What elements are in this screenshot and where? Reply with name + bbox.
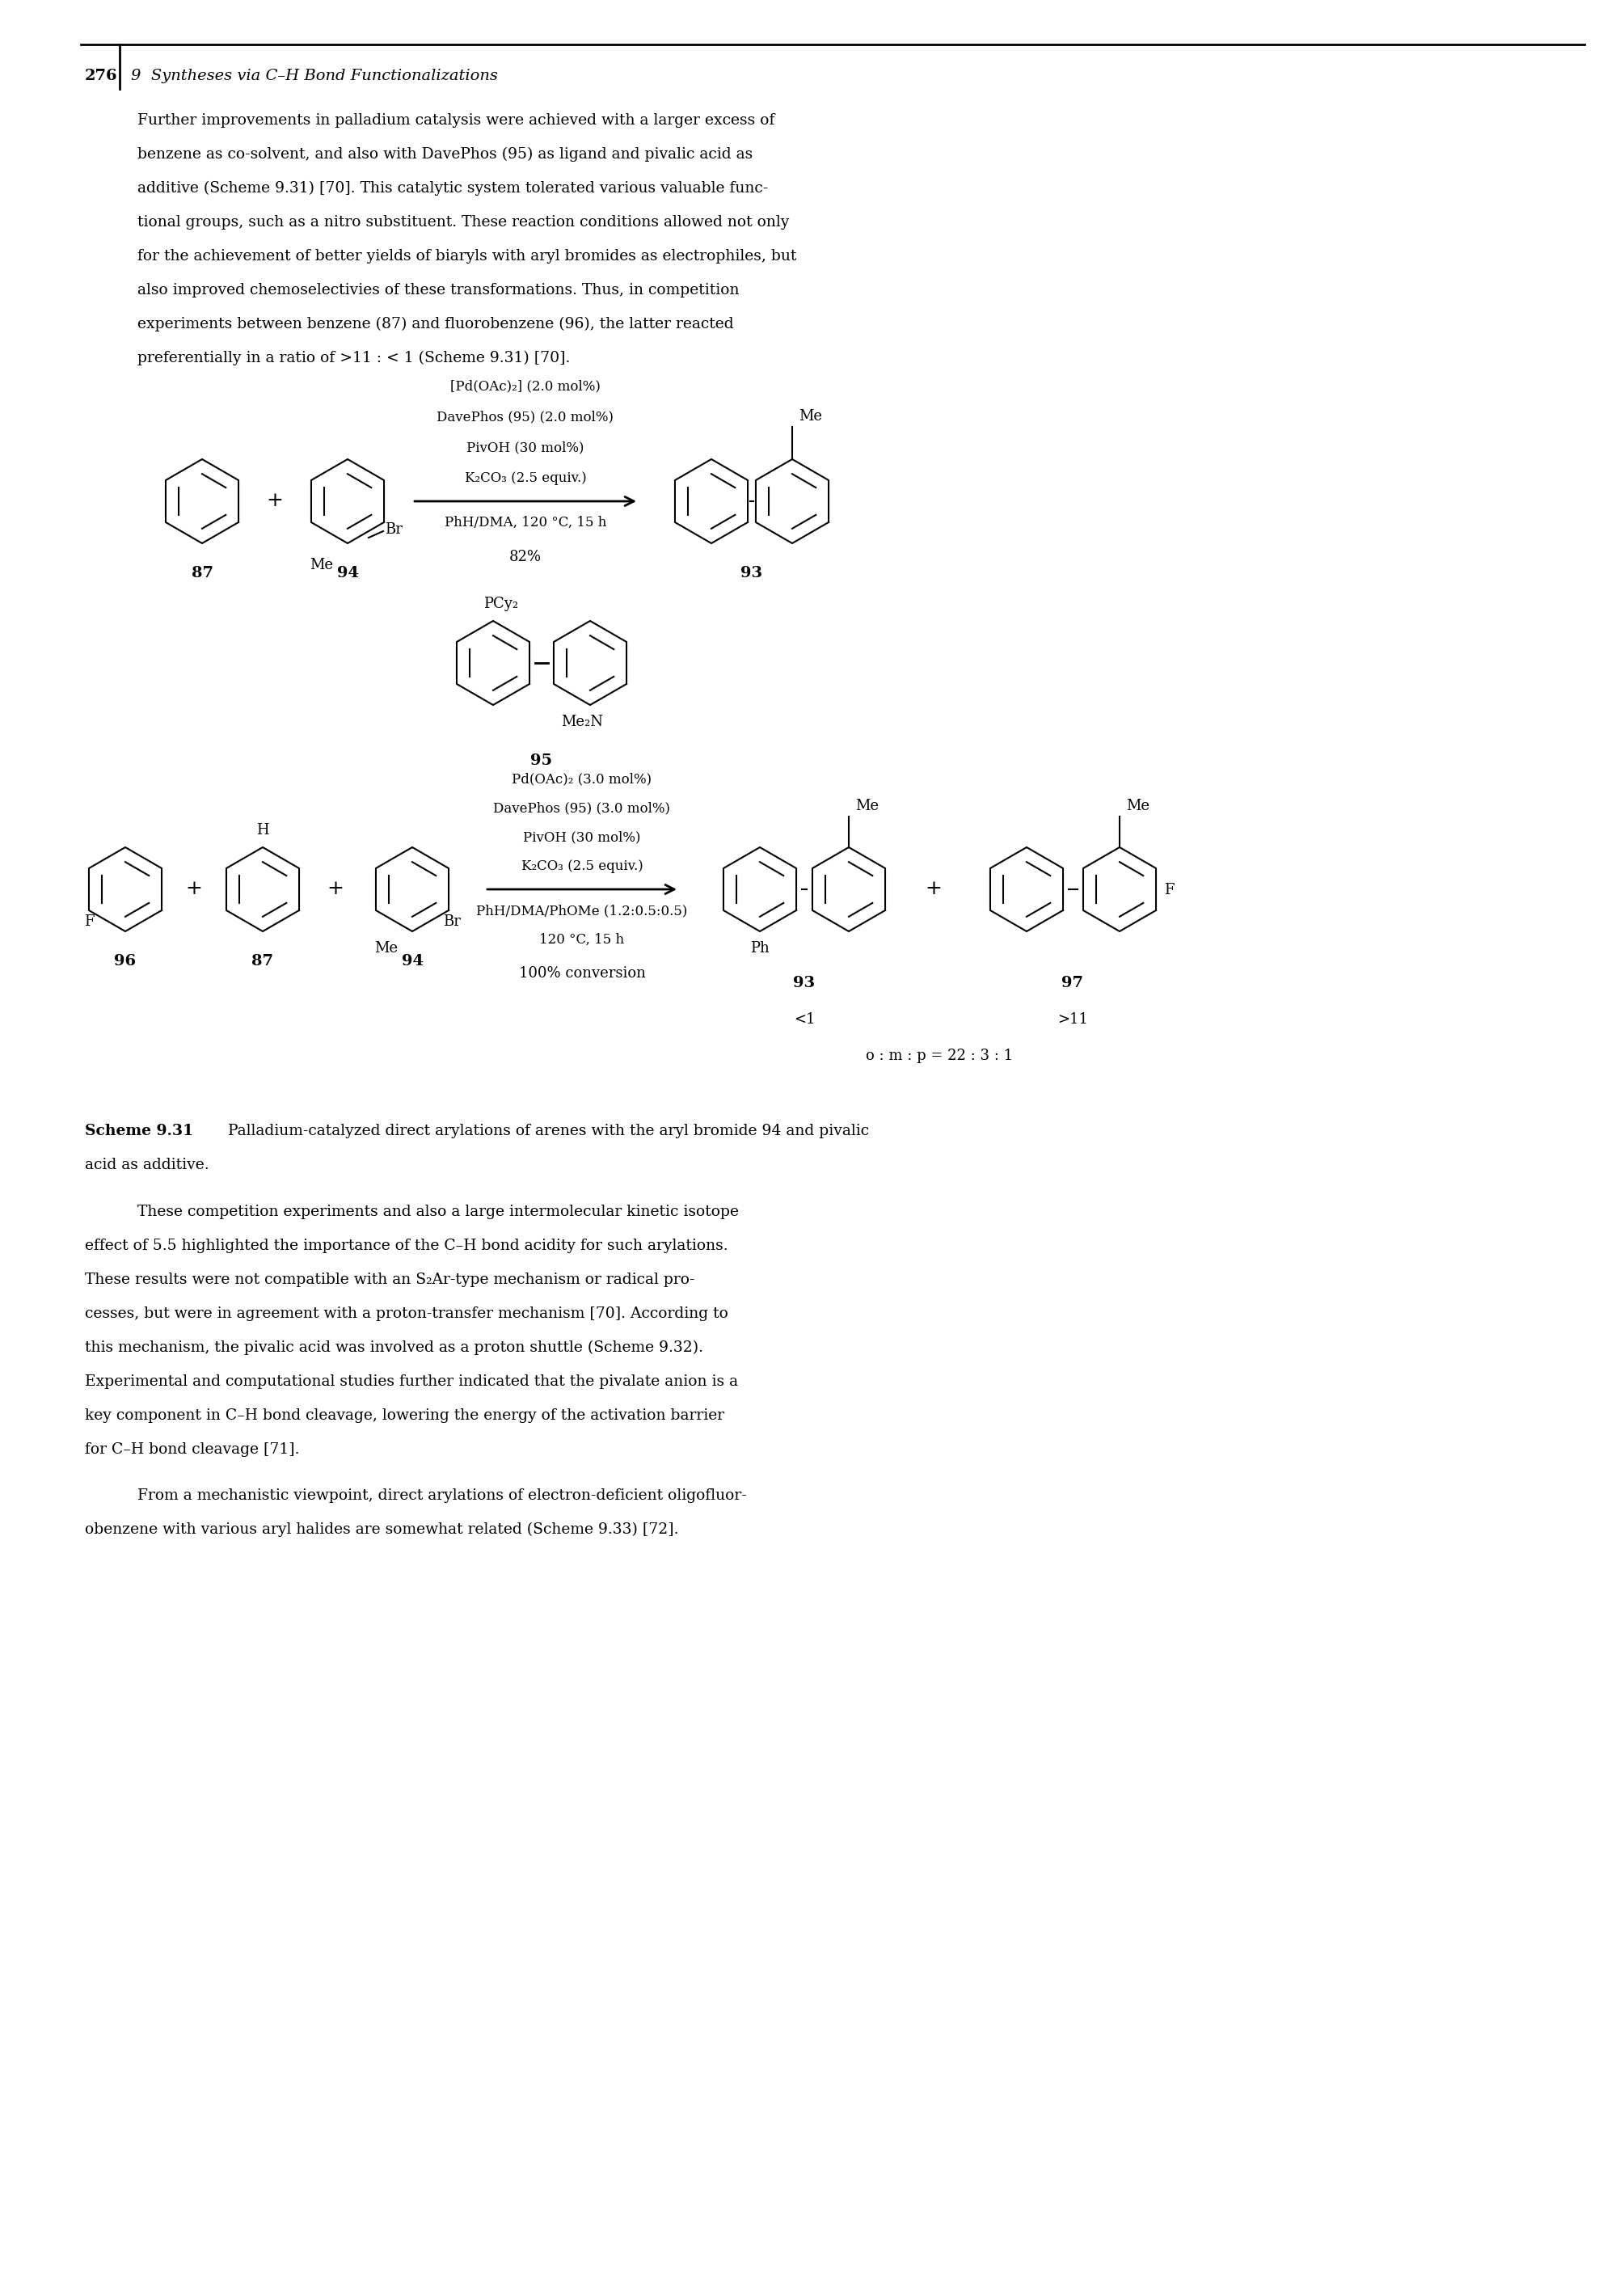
Text: Br: Br [385,523,403,536]
Text: preferentially in a ratio of >11 : < 1 (Scheme 9.31) [70].: preferentially in a ratio of >11 : < 1 (… [138,351,570,367]
Text: Me: Me [856,800,879,814]
Text: Palladium-catalyzed direct arylations of arenes with the aryl bromide 94 and piv: Palladium-catalyzed direct arylations of… [218,1123,869,1139]
Text: +: + [326,880,344,898]
Text: PhH/DMA, 120 °C, 15 h: PhH/DMA, 120 °C, 15 h [445,516,606,529]
Text: 93: 93 [741,566,763,580]
Text: Experimental and computational studies further indicated that the pivalate anion: Experimental and computational studies f… [84,1375,739,1389]
Text: +: + [266,493,283,511]
Text: These results were not compatible with an S₂Ar-type mechanism or radical pro-: These results were not compatible with a… [84,1272,695,1288]
Text: [Pd(OAc)₂] (2.0 mol%): [Pd(OAc)₂] (2.0 mol%) [450,378,601,392]
Text: Br: Br [443,915,461,928]
Text: PCy₂: PCy₂ [484,596,518,612]
Text: DavePhos (95) (3.0 mol%): DavePhos (95) (3.0 mol%) [494,802,671,816]
Text: K₂CO₃ (2.5 equiv.): K₂CO₃ (2.5 equiv.) [521,860,643,873]
Text: 97: 97 [1062,976,1083,990]
Text: 9  Syntheses via C–H Bond Functionalizations: 9 Syntheses via C–H Bond Functionalizati… [132,69,499,83]
Text: benzene as co-solvent, and also with DavePhos (95) as ligand and pivalic acid as: benzene as co-solvent, and also with Dav… [138,147,754,163]
Text: 82%: 82% [510,550,541,564]
Text: Me: Me [310,557,333,573]
Text: key component in C–H bond cleavage, lowering the energy of the activation barrie: key component in C–H bond cleavage, lowe… [84,1407,724,1423]
Text: additive (Scheme 9.31) [70]. This catalytic system tolerated various valuable fu: additive (Scheme 9.31) [70]. This cataly… [138,181,768,195]
Text: +: + [926,880,942,898]
Text: acid as additive.: acid as additive. [84,1157,209,1171]
Text: Further improvements in palladium catalysis were achieved with a larger excess o: Further improvements in palladium cataly… [138,112,775,128]
Text: +: + [185,880,203,898]
Text: Ph: Ph [750,942,770,956]
Text: F: F [1164,882,1174,898]
Text: >11: >11 [1057,1013,1088,1027]
Text: obenzene with various aryl halides are somewhat related (Scheme 9.33) [72].: obenzene with various aryl halides are s… [84,1522,679,1538]
Text: These competition experiments and also a large intermolecular kinetic isotope: These competition experiments and also a… [138,1206,739,1219]
Text: Me: Me [1125,800,1150,814]
Text: Pd(OAc)₂ (3.0 mol%): Pd(OAc)₂ (3.0 mol%) [512,772,651,786]
Text: for C–H bond cleavage [71].: for C–H bond cleavage [71]. [84,1442,299,1458]
Text: Me: Me [799,408,822,424]
Text: Me: Me [374,942,398,956]
Text: K₂CO₃ (2.5 equiv.): K₂CO₃ (2.5 equiv.) [464,472,586,486]
Text: 95: 95 [531,754,552,768]
Text: effect of 5.5 highlighted the importance of the C–H bond acidity for such arylat: effect of 5.5 highlighted the importance… [84,1238,728,1254]
Text: experiments between benzene (87) and fluorobenzene (96), the latter reacted: experiments between benzene (87) and flu… [138,316,734,332]
Text: 100% conversion: 100% conversion [518,967,645,981]
Text: for the achievement of better yields of biaryls with aryl bromides as electrophi: for the achievement of better yields of … [138,250,796,264]
Text: 276: 276 [84,69,117,83]
Text: cesses, but were in agreement with a proton-transfer mechanism [70]. According t: cesses, but were in agreement with a pro… [84,1306,728,1320]
Text: also improved chemoselectivies of these transformations. Thus, in competition: also improved chemoselectivies of these … [138,282,739,298]
Text: <1: <1 [794,1013,815,1027]
Text: o : m : p = 22 : 3 : 1: o : m : p = 22 : 3 : 1 [866,1047,1013,1063]
Text: Scheme 9.31: Scheme 9.31 [84,1123,193,1139]
Text: 94: 94 [401,953,424,970]
Text: 87: 87 [252,953,273,970]
Text: 96: 96 [114,953,136,970]
Text: 93: 93 [794,976,815,990]
Text: PhH/DMA/PhOMe (1.2:0.5:0.5): PhH/DMA/PhOMe (1.2:0.5:0.5) [476,903,687,917]
Text: 94: 94 [336,566,359,580]
Text: PivOH (30 mol%): PivOH (30 mol%) [466,440,585,454]
Text: 120 °C, 15 h: 120 °C, 15 h [539,933,625,947]
Text: this mechanism, the pivalic acid was involved as a proton shuttle (Scheme 9.32).: this mechanism, the pivalic acid was inv… [84,1341,703,1355]
Text: 87: 87 [192,566,213,580]
Text: PivOH (30 mol%): PivOH (30 mol%) [523,830,641,843]
Text: H: H [257,823,270,837]
Text: F: F [84,915,94,928]
Text: From a mechanistic viewpoint, direct arylations of electron-deficient oligofluor: From a mechanistic viewpoint, direct ary… [138,1488,747,1504]
Text: DavePhos (95) (2.0 mol%): DavePhos (95) (2.0 mol%) [437,410,614,424]
Text: tional groups, such as a nitro substituent. These reaction conditions allowed no: tional groups, such as a nitro substitue… [138,215,789,229]
Text: Me₂N: Me₂N [560,715,603,729]
